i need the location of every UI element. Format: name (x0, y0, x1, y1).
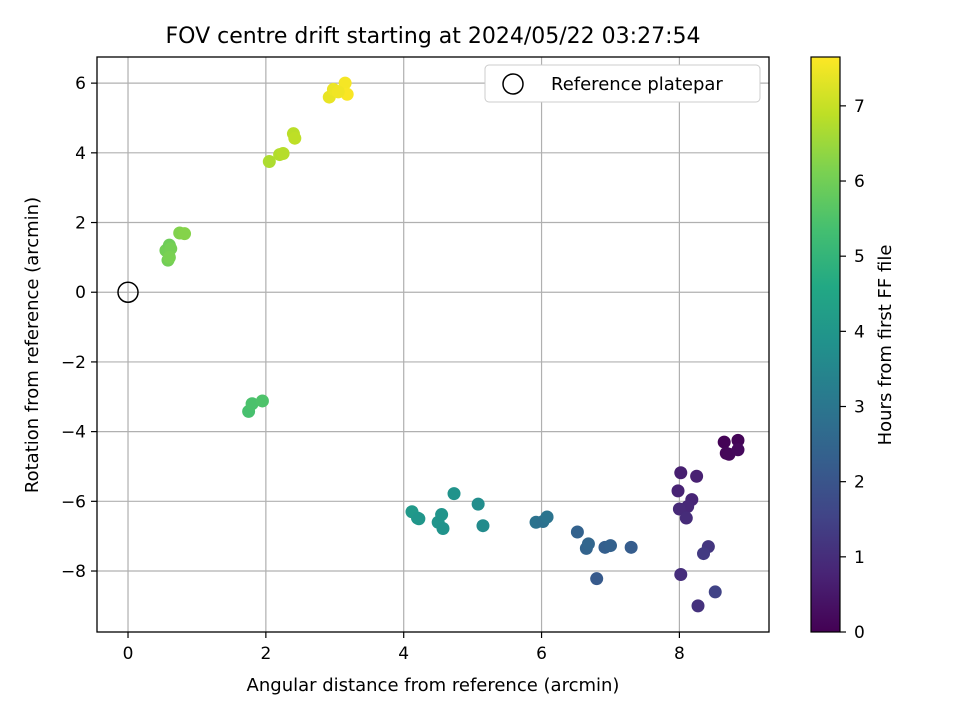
legend-entry-reference: Reference platepar (551, 74, 723, 95)
colorbar-tick-label: 2 (854, 473, 865, 493)
colorbar-tick-label: 5 (854, 247, 865, 267)
scatter-point (178, 227, 192, 241)
scatter-point (671, 484, 685, 498)
scatter-point (672, 502, 686, 516)
scatter-point (436, 522, 450, 535)
scatter-point (731, 443, 745, 457)
scatter-point (581, 537, 595, 551)
colorbar-ticks: 0 1 2 3 4 5 6 7 (840, 97, 865, 643)
scatter-point (245, 397, 259, 411)
scatter-point (276, 147, 290, 161)
colorbar: 0 1 2 3 4 5 6 7 Hours from first FF file (810, 56, 896, 643)
scatter-point (731, 433, 745, 447)
x-tick-label: 6 (536, 644, 547, 664)
scatter-points (159, 76, 745, 613)
y-tick-label: 4 (75, 144, 86, 164)
scatter-point (255, 394, 269, 408)
scatter-point (338, 76, 352, 90)
scatter-point (590, 572, 604, 586)
y-tick-label: −2 (61, 353, 86, 373)
colorbar-gradient (810, 56, 841, 633)
x-tick-label: 8 (674, 644, 685, 664)
chart-title: FOV centre drift starting at 2024/05/22 … (166, 24, 701, 49)
legend-box (484, 64, 761, 103)
x-tick-label: 4 (398, 644, 409, 664)
scatter-point (331, 85, 345, 99)
y-tick-label: 6 (75, 74, 86, 94)
reference-point-marker (117, 281, 139, 303)
legend: Reference platepar (484, 64, 761, 103)
scatter-point (691, 599, 705, 613)
scatter-point (690, 469, 704, 483)
scatter-point (570, 525, 584, 539)
scatter-point (471, 497, 485, 511)
scatter-point (717, 435, 731, 449)
y-tick-label: −8 (61, 562, 86, 582)
plot-frame (96, 56, 770, 633)
scatter-point (540, 510, 554, 524)
x-tick-label: 0 (123, 644, 134, 664)
y-axis-label: Rotation from reference (arcmin) (22, 197, 43, 493)
scatter-point (708, 585, 722, 599)
colorbar-tick-label: 0 (854, 623, 865, 643)
y-tick-label: 2 (75, 214, 86, 234)
y-tick-label: −4 (61, 423, 86, 443)
scatter-point (412, 512, 426, 526)
y-tick-label: −6 (61, 492, 86, 512)
colorbar-tick-label: 1 (854, 548, 865, 568)
scatter-point (624, 540, 638, 554)
scatter-point (162, 250, 176, 264)
scatter-point (674, 466, 688, 480)
x-tick-label: 2 (260, 644, 271, 664)
scatter-point (679, 511, 693, 525)
scatter-point (262, 155, 276, 169)
y-tick-label: 0 (75, 283, 86, 303)
scatter-point (603, 539, 617, 553)
scatter-point (476, 519, 490, 533)
colorbar-tick-label: 4 (854, 322, 865, 342)
scatter-point (447, 487, 461, 501)
colorbar-label: Hours from first FF file (875, 245, 896, 446)
legend-reference-marker (502, 73, 524, 95)
y-axis-ticks: −8 −6 −4 −2 0 2 4 6 (61, 74, 97, 582)
colorbar-tick-label: 6 (854, 172, 865, 192)
colorbar-tick-label: 3 (854, 398, 865, 418)
scatter-point (435, 508, 449, 522)
scatter-point (288, 131, 302, 145)
x-axis-ticks: 0 2 4 6 8 (123, 632, 685, 664)
colorbar-tick-label: 7 (854, 97, 865, 117)
x-axis-label: Angular distance from reference (arcmin) (247, 675, 620, 696)
scatter-point (674, 568, 688, 581)
scatter-point (697, 547, 711, 561)
grid-lines (97, 57, 769, 632)
